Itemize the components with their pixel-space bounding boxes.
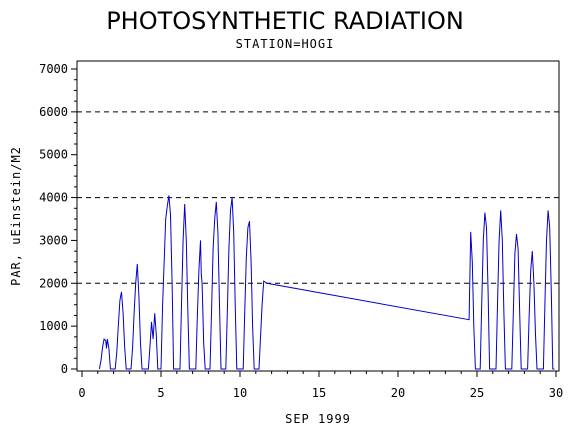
x-tick-label: 20 <box>391 386 405 400</box>
plot-frame <box>76 60 560 372</box>
y-tick-label: 0 <box>61 362 68 376</box>
y-tick-label: 6000 <box>39 105 68 119</box>
y-axis: 0 1000 2000 3000 4000 5000 6000 7000 <box>39 62 77 376</box>
y-axis-label: PAR, uEinstein/M2 <box>9 146 23 286</box>
x-tick-label: 10 <box>233 386 247 400</box>
x-tick-label: 15 <box>312 386 326 400</box>
series-layer <box>98 195 555 370</box>
x-axis: 0 5 10 15 20 25 30 <box>78 371 563 400</box>
series-line <box>98 195 555 370</box>
chart-subtitle: STATION=HOGI <box>236 37 335 51</box>
x-tick-label: 30 <box>549 386 563 400</box>
y-tick-label: 3000 <box>39 233 68 247</box>
reference-lines <box>77 111 559 284</box>
y-tick-label: 1000 <box>39 319 68 333</box>
y-tick-label: 2000 <box>39 276 68 290</box>
y-tick-label: 5000 <box>39 148 68 162</box>
y-tick-label: 4000 <box>39 191 68 205</box>
x-tick-label: 0 <box>78 386 85 400</box>
chart-title: PHOTOSYNTHETIC RADIATION <box>106 7 464 35</box>
y-tick-label: 7000 <box>39 62 68 76</box>
x-tick-label: 25 <box>470 386 484 400</box>
x-tick-label: 5 <box>157 386 164 400</box>
x-axis-label: SEP 1999 <box>285 412 351 426</box>
